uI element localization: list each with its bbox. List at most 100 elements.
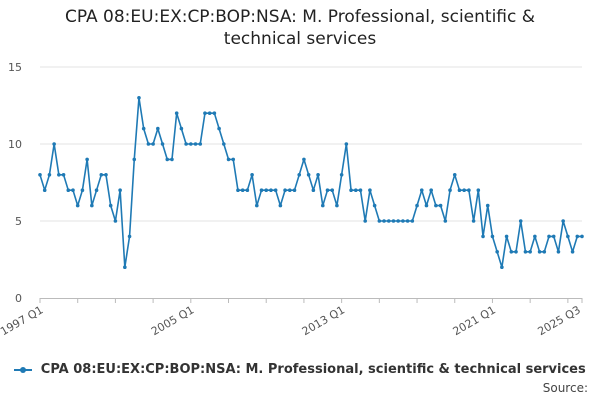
data-point[interactable] — [391, 219, 396, 223]
data-point[interactable] — [377, 219, 382, 223]
data-point[interactable] — [297, 173, 302, 177]
data-point[interactable] — [434, 203, 438, 208]
data-point[interactable] — [476, 188, 481, 192]
data-point[interactable] — [372, 203, 377, 208]
data-point[interactable] — [335, 203, 339, 208]
data-point[interactable] — [42, 188, 47, 192]
data-point[interactable] — [419, 188, 424, 192]
data-point[interactable] — [542, 250, 547, 254]
data-point[interactable] — [254, 203, 259, 208]
data-point[interactable] — [90, 203, 94, 208]
data-point[interactable] — [495, 250, 499, 254]
data-point[interactable] — [156, 126, 160, 131]
data-point[interactable] — [537, 250, 542, 254]
data-point[interactable] — [344, 142, 349, 146]
data-point[interactable] — [330, 188, 335, 192]
data-point[interactable] — [75, 203, 80, 208]
data-point[interactable] — [80, 188, 85, 192]
data-point[interactable] — [438, 203, 443, 208]
data-point[interactable] — [47, 173, 52, 177]
data-point[interactable] — [485, 203, 490, 208]
data-point[interactable] — [339, 173, 344, 177]
data-point[interactable] — [580, 234, 584, 239]
data-point[interactable] — [443, 219, 448, 223]
data-point[interactable] — [306, 173, 311, 177]
data-point[interactable] — [320, 203, 325, 208]
data-point[interactable] — [273, 188, 278, 192]
data-point[interactable] — [57, 173, 61, 177]
data-point[interactable] — [94, 188, 99, 192]
data-point[interactable] — [424, 203, 429, 208]
data-point[interactable] — [236, 188, 240, 192]
data-point[interactable] — [203, 111, 207, 115]
data-point[interactable] — [85, 157, 89, 162]
data-point[interactable] — [533, 234, 537, 239]
data-point[interactable] — [457, 188, 462, 192]
data-point[interactable] — [467, 188, 471, 192]
data-point[interactable] — [349, 188, 353, 192]
data-point[interactable] — [71, 188, 75, 192]
data-point[interactable] — [137, 96, 141, 100]
data-point[interactable] — [226, 157, 231, 162]
data-point[interactable] — [452, 173, 457, 177]
data-point[interactable] — [401, 219, 405, 223]
data-point[interactable] — [287, 188, 292, 192]
data-point[interactable] — [250, 173, 254, 177]
data-point[interactable] — [240, 188, 245, 192]
data-point[interactable] — [141, 126, 146, 131]
data-point[interactable] — [302, 157, 306, 162]
data-point[interactable] — [382, 219, 386, 223]
data-point[interactable] — [222, 142, 226, 146]
data-point[interactable] — [245, 188, 250, 192]
data-point[interactable] — [99, 173, 104, 177]
data-point[interactable] — [269, 188, 273, 192]
data-point[interactable] — [358, 188, 363, 192]
legend[interactable]: CPA 08:EU:EX:CP:BOP:NSA: M. Professional… — [0, 362, 600, 377]
data-point[interactable] — [405, 219, 410, 223]
data-point[interactable] — [514, 250, 518, 254]
data-point[interactable] — [283, 188, 287, 192]
data-point[interactable] — [523, 250, 528, 254]
data-point[interactable] — [66, 188, 71, 192]
data-point[interactable] — [212, 111, 217, 115]
data-point[interactable] — [292, 188, 297, 192]
data-point[interactable] — [353, 188, 358, 192]
data-point[interactable] — [61, 173, 66, 177]
data-point[interactable] — [127, 234, 132, 239]
data-point[interactable] — [198, 142, 203, 146]
data-point[interactable] — [481, 234, 485, 239]
data-point[interactable] — [132, 157, 137, 162]
data-point[interactable] — [386, 219, 391, 223]
data-point[interactable] — [448, 188, 452, 192]
data-point[interactable] — [551, 234, 556, 239]
data-point[interactable] — [504, 234, 509, 239]
data-point[interactable] — [184, 142, 188, 146]
data-point[interactable] — [415, 203, 419, 208]
data-point[interactable] — [410, 219, 415, 223]
data-point[interactable] — [217, 126, 221, 131]
data-point[interactable] — [123, 265, 127, 270]
data-point[interactable] — [528, 250, 532, 254]
data-point[interactable] — [556, 250, 561, 254]
data-point[interactable] — [118, 188, 122, 192]
data-point[interactable] — [108, 203, 113, 208]
data-point[interactable] — [278, 203, 283, 208]
data-point[interactable] — [509, 250, 514, 254]
data-point[interactable] — [311, 188, 316, 192]
data-point[interactable] — [160, 142, 165, 146]
data-point[interactable] — [174, 111, 179, 115]
data-point[interactable] — [462, 188, 466, 192]
data-point[interactable] — [207, 111, 212, 115]
data-point[interactable] — [363, 219, 368, 223]
data-point[interactable] — [193, 142, 198, 146]
data-point[interactable] — [52, 142, 56, 146]
data-point[interactable] — [146, 142, 151, 146]
data-point[interactable] — [566, 234, 570, 239]
data-point[interactable] — [561, 219, 565, 223]
data-point[interactable] — [38, 173, 42, 177]
data-point[interactable] — [170, 157, 174, 162]
data-point[interactable] — [570, 250, 575, 254]
data-point[interactable] — [429, 188, 433, 192]
data-point[interactable] — [500, 265, 504, 270]
data-point[interactable] — [151, 142, 155, 146]
